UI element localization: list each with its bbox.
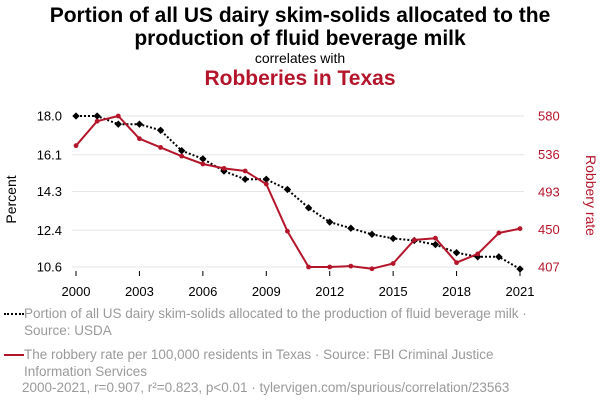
left-tick-label: 18.0 <box>37 109 62 124</box>
left-tick-label: 16.1 <box>37 147 62 162</box>
footer-stats: 2000-2021, r=0.907, r²=0.823, p<0.01 · t… <box>22 380 510 395</box>
chart-title-secondary: Robberies in Texas <box>204 67 396 90</box>
data-point-robbery-2011 <box>306 264 311 270</box>
x-tick-label: 2003 <box>125 284 154 299</box>
axes: 18.0 16.1 14.3 12.4 10.6 580 536 493 450 407 2000 2… <box>3 109 599 300</box>
data-point-robbery-2006 <box>200 161 206 167</box>
data-point-robbery-2000 <box>73 143 79 149</box>
data-point-dairy-2010 <box>283 185 292 194</box>
left-axis-title: Percent <box>3 175 19 223</box>
x-tick-label: 2021 <box>506 284 535 299</box>
data-point-dairy-2012 <box>326 218 334 226</box>
series-line-dairy <box>76 115 521 270</box>
data-point-dairy-2002 <box>114 120 122 128</box>
data-point-robbery-2008 <box>242 168 248 174</box>
data-point-robbery-2009 <box>263 181 269 187</box>
series-layer <box>72 112 524 273</box>
legend-swatch-robbery <box>4 354 24 356</box>
data-point-robbery-2005 <box>179 153 185 159</box>
grid-lines <box>72 115 524 268</box>
data-point-robbery-2007 <box>221 165 227 171</box>
data-point-robbery-2004 <box>158 145 163 150</box>
legend-swatch-dairy <box>4 313 24 315</box>
left-tick-label: 14.3 <box>37 184 62 199</box>
data-point-dairy-2015 <box>389 234 397 243</box>
data-point-robbery-2021 <box>517 226 523 231</box>
chart-subtitle: correlates with <box>254 50 346 66</box>
legend-label-robbery: The robbery rate per 100,000 residents i… <box>24 347 494 379</box>
chart-title: Portion of all US dairy skim-solids allo… <box>49 4 551 50</box>
data-point-robbery-2016 <box>411 237 417 243</box>
data-point-dairy-2000 <box>72 112 80 120</box>
data-point-dairy-2001 <box>93 112 101 120</box>
x-tick-label: 2015 <box>379 284 408 299</box>
data-point-dairy-2013 <box>347 224 355 232</box>
right-tick-label: 407 <box>538 260 560 275</box>
x-tick-label: 2018 <box>442 284 471 299</box>
data-point-robbery-2014 <box>369 266 375 272</box>
data-point-robbery-2012 <box>327 264 333 270</box>
data-point-dairy-2004 <box>156 126 165 134</box>
data-point-robbery-2010 <box>285 228 290 234</box>
data-point-robbery-2003 <box>137 136 142 142</box>
right-tick-label: 536 <box>538 147 560 162</box>
data-point-dairy-2011 <box>304 204 313 212</box>
right-tick-label: 450 <box>538 222 560 237</box>
x-tick-label: 2012 <box>315 284 344 299</box>
right-tick-label: 580 <box>538 109 560 124</box>
data-point-dairy-2008 <box>241 175 249 183</box>
data-point-robbery-2013 <box>348 263 354 269</box>
x-tick-label: 2000 <box>62 284 91 299</box>
left-tick-label: 10.6 <box>37 260 62 275</box>
data-point-dairy-2018 <box>452 249 461 257</box>
data-point-robbery-2017 <box>433 235 438 241</box>
left-tick-label: 12.4 <box>37 223 62 238</box>
series-line-robbery <box>75 115 521 270</box>
legend-label-dairy: Portion of all US dairy skim-solids allo… <box>24 306 527 338</box>
data-point-dairy-2006 <box>199 155 207 163</box>
data-point-dairy-2020 <box>495 253 503 261</box>
data-point-robbery-2002 <box>115 113 121 119</box>
data-point-dairy-2009 <box>262 175 270 183</box>
x-tick-label: 2006 <box>188 284 217 299</box>
data-point-robbery-2001 <box>94 118 100 124</box>
right-tick-label: 493 <box>538 184 560 199</box>
right-axis-title: Robbery rate <box>583 155 599 236</box>
x-tick-label: 2009 <box>252 284 281 299</box>
data-point-dairy-2021 <box>516 265 524 273</box>
data-point-robbery-2018 <box>454 260 459 266</box>
data-point-robbery-2015 <box>390 261 396 266</box>
data-point-robbery-2020 <box>496 230 502 236</box>
data-point-robbery-2019 <box>475 251 481 257</box>
data-point-dairy-2003 <box>135 120 144 128</box>
data-point-dairy-2014 <box>368 230 376 239</box>
